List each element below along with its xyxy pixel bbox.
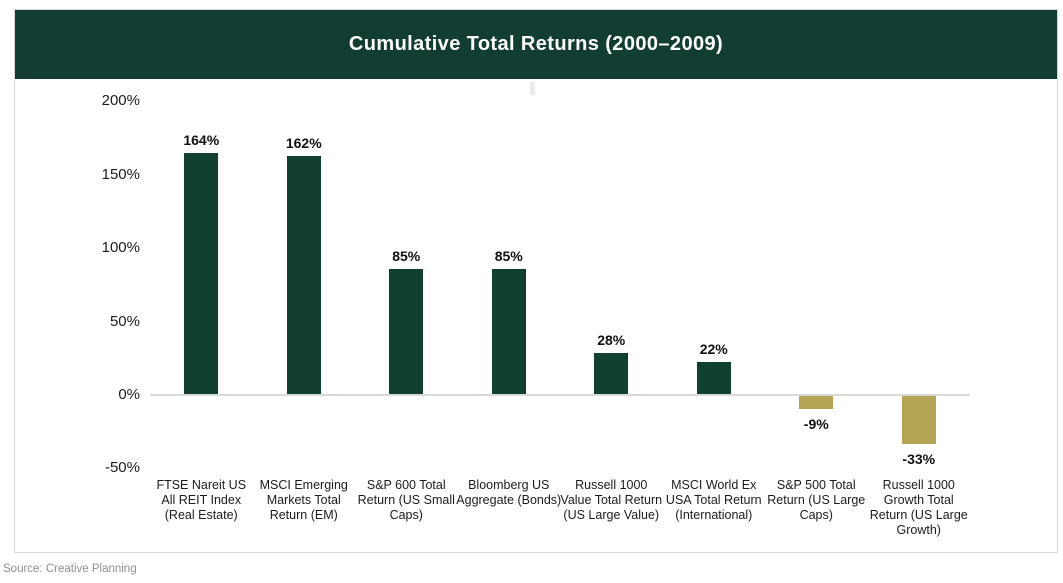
bar-value-label: 28% xyxy=(597,331,626,348)
y-axis-tick-label: 200% xyxy=(101,92,140,110)
bar-chart: 200% 150% 100% 50% 0% -50% 164% FTSE Nareit US … xyxy=(15,10,1057,552)
y-axis-tick-label: 0% xyxy=(118,386,140,403)
source-note: Source: Creative Planning xyxy=(3,563,137,575)
x-axis-category-label: S&P 600 Total Return (US Small Caps) xyxy=(357,478,455,522)
bar xyxy=(286,155,321,394)
bar xyxy=(491,269,526,394)
bar-value-label: -9% xyxy=(803,416,829,433)
bar xyxy=(799,396,834,410)
x-axis-category-label: FTSE Nareit US All REIT Index (Real Esta… xyxy=(156,478,247,522)
x-axis-category-label: MSCI World Ex USA Total Return (Internat… xyxy=(665,478,762,522)
chart-title: Cumulative Total Returns (2000–2009) xyxy=(348,33,724,55)
chart-header: Cumulative Total Returns (2000–2009) xyxy=(15,10,1057,79)
scrollbar-artifact xyxy=(530,82,535,95)
bar-value-label: 85% xyxy=(494,248,523,265)
bar-value-label: 164% xyxy=(183,132,220,148)
x-axis-category-label: Russell 1000 Value Total Return (US Larg… xyxy=(560,478,663,522)
y-axis-tick-label: 100% xyxy=(101,239,140,257)
bar xyxy=(901,396,936,445)
x-axis-category-label: S&P 500 Total Return (US Large Caps) xyxy=(767,478,866,522)
y-axis-tick-label: 150% xyxy=(101,165,140,183)
bar xyxy=(184,153,219,394)
x-axis-category-label: Bloomberg US Aggregate (Bonds) xyxy=(456,478,562,507)
bar xyxy=(389,269,424,394)
bar-value-label: 162% xyxy=(285,134,322,151)
bar-value-label: 85% xyxy=(392,248,421,265)
x-axis-line xyxy=(150,394,970,396)
bar xyxy=(696,361,731,394)
y-axis-tick-label: -50% xyxy=(104,459,140,477)
bar-value-label: 22% xyxy=(699,340,728,357)
x-axis-category-label: MSCI Emerging Markets Total Return (EM) xyxy=(259,478,348,522)
chart-card: Cumulative Total Returns (2000–2009) 200… xyxy=(14,9,1058,553)
bar-value-label: -33% xyxy=(902,451,936,468)
x-axis-category-label: Russell 1000 Growth Total Return (US Lar… xyxy=(869,478,968,537)
y-axis-tick-label: 50% xyxy=(109,312,140,330)
bar xyxy=(594,352,629,394)
